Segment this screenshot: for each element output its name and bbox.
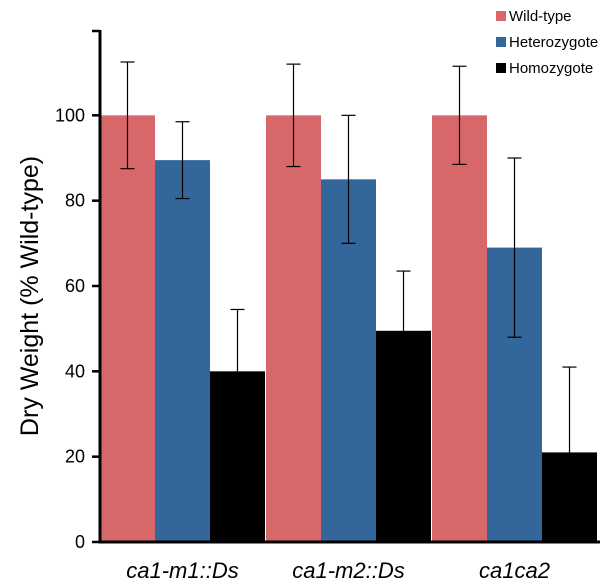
bar-wild-type-1: [100, 115, 155, 542]
legend-swatch: [496, 63, 506, 73]
error-bar-homozygote-2: [396, 270, 411, 392]
axes-layer: ca1-m1::Ds ca1-m2::Ds ca1ca2 0 20 40 60 80 100: [55, 29, 600, 583]
legend-item-homozygote: Homozygote: [496, 60, 593, 77]
legend-item-heterozygote: Heterozygote: [496, 34, 598, 51]
error-bar-wild-type-3: [452, 65, 467, 165]
x-category-label: ca1-m2::Ds: [292, 558, 404, 583]
y-tick-label: 0: [75, 532, 85, 552]
error-bar-wild-type-1: [120, 61, 135, 170]
error-bar-wild-type-2: [286, 63, 301, 168]
x-category-label: ca1ca2: [479, 558, 550, 583]
y-tick-label: 80: [65, 191, 85, 211]
bar-wild-type-3: [432, 115, 487, 542]
error-bar-heterozygote-1: [175, 121, 190, 200]
error-bar-homozygote-1: [230, 308, 245, 434]
y-tick-label: 60: [65, 276, 85, 296]
legend: Wild-type Heterozygote Homozygote: [496, 8, 598, 77]
y-tick-label: 100: [55, 105, 85, 125]
bar-heterozygote-1: [155, 160, 210, 542]
legend-label: Wild-type: [509, 8, 572, 25]
legend-item-wild-type: Wild-type: [496, 8, 572, 25]
legend-label: Homozygote: [509, 60, 593, 77]
legend-swatch: [496, 37, 506, 47]
bars-layer: [100, 115, 597, 543]
y-tick-label: 20: [65, 447, 85, 467]
error-bar-homozygote-3: [562, 366, 577, 539]
error-bars-layer: [120, 61, 577, 539]
legend-swatch: [496, 11, 506, 21]
legend-label: Heterozygote: [509, 34, 598, 51]
y-axis-title: Dry Weight (% Wild-type): [16, 156, 44, 436]
error-bar-heterozygote-3: [507, 157, 522, 338]
y-tick-label: 40: [65, 361, 85, 381]
x-category-label: ca1-m1::Ds: [126, 558, 238, 583]
error-bar-heterozygote-2: [341, 114, 356, 244]
bar-wild-type-2: [266, 115, 321, 542]
